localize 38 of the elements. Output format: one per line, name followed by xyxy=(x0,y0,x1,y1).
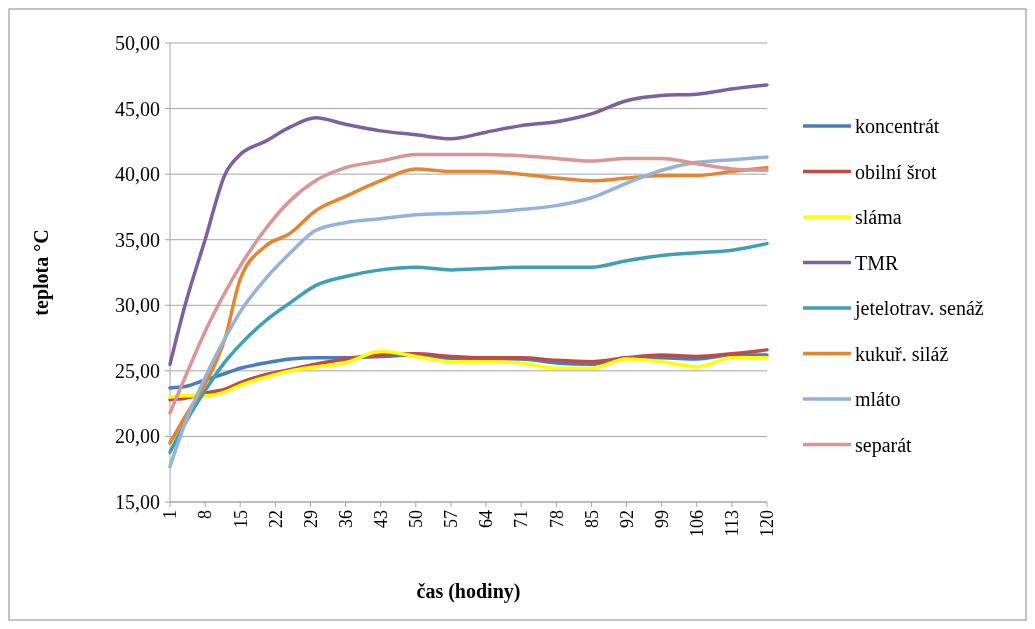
y-tick-label: 40,00 xyxy=(115,163,160,186)
x-tick-label: 43 xyxy=(371,510,392,528)
x-tick-label: 113 xyxy=(722,510,743,537)
x-tick-label: 92 xyxy=(616,510,637,528)
legend-label: sláma xyxy=(855,206,902,228)
x-tick-label: 22 xyxy=(265,510,286,528)
legend-label: mláto xyxy=(855,388,901,410)
y-tick-label: 45,00 xyxy=(115,97,160,120)
x-tick-label: 106 xyxy=(687,510,708,537)
x-tick-label: 78 xyxy=(546,510,567,528)
x-tick-label: 57 xyxy=(441,510,462,528)
x-tick-label: 71 xyxy=(511,510,532,528)
y-tick-label: 20,00 xyxy=(115,425,160,448)
x-tick-label: 36 xyxy=(335,510,356,528)
y-tick-label: 30,00 xyxy=(115,294,160,317)
x-tick-label: 29 xyxy=(300,510,321,528)
x-tick-label: 15 xyxy=(230,510,251,528)
y-tick-label: 25,00 xyxy=(115,359,160,382)
line-series xyxy=(168,241,769,454)
x-tick-label: 1 xyxy=(160,510,181,519)
y-tick-label: 35,00 xyxy=(115,228,160,251)
line-series xyxy=(168,83,769,367)
x-tick-label: 50 xyxy=(406,510,427,528)
x-axis-title: čas (hodiny) xyxy=(416,580,521,603)
x-tick-label: 8 xyxy=(195,510,216,519)
legend-label: separát xyxy=(855,433,913,457)
x-tick-label: 99 xyxy=(651,510,672,528)
legend-label: TMR xyxy=(855,251,899,274)
x-tick-label: 85 xyxy=(581,510,602,528)
y-tick-label: 15,00 xyxy=(115,491,160,513)
y-tick-label: 50,00 xyxy=(115,32,160,54)
x-tick-label: 120 xyxy=(757,510,778,537)
y-axis-title: teplota °C xyxy=(30,229,53,316)
legend-label: kukuř. siláž xyxy=(855,342,949,365)
legend-label: koncentrát xyxy=(855,115,940,137)
legend-label: jetelotrav. senáž xyxy=(854,297,984,320)
x-tick-label: 64 xyxy=(476,510,497,528)
legend-label: obilní šrot xyxy=(855,160,938,183)
